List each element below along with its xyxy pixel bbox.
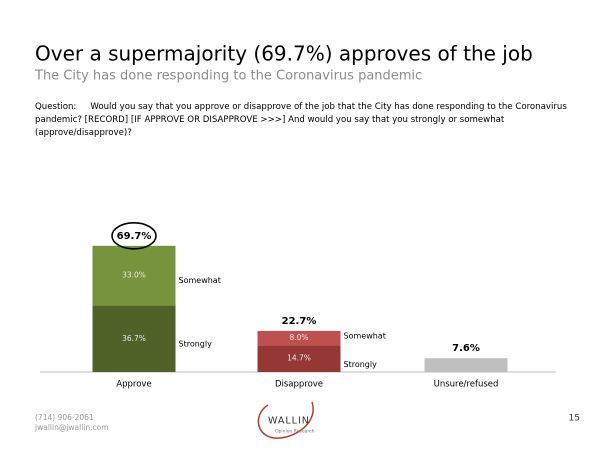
total-label: 7.6% [452,343,480,354]
segment-label: 36.7% [122,334,146,343]
x-tick-label: Unsure/refused [434,380,499,390]
bar-segment [257,345,341,372]
chart-subtitle: The City has done responding to the Coro… [34,69,422,84]
segment-name: Somewhat [344,332,386,341]
chart-title: Over a supermajority (69.7%) approves of… [35,42,533,66]
segment-name: Strongly [179,339,213,348]
segment-label: 33.0% [122,271,146,280]
logo-swirl [257,401,314,439]
highlight-circle [111,222,157,250]
question-text: Would you say that you approve or disapp… [35,102,567,138]
segment-name: Somewhat [179,276,221,285]
page-number: 15 [569,414,580,424]
total-label: 69.7% [117,231,152,242]
logo: WALLIN [268,416,310,427]
logo-sub: Opinion Research [275,429,315,435]
segment-name: Strongly [344,360,378,369]
question-label: Question: [35,102,77,112]
footer-phone: (714) 906-2061 [35,413,94,422]
footer-email: jwallin@jwallin.com [34,423,109,432]
x-tick-label: Approve [116,380,151,390]
total-label: 22.7% [282,316,317,327]
segment-label: 14.7% [287,354,311,363]
bar [424,358,508,372]
bar-segment [92,245,176,306]
x-tick-label: Disapprove [275,380,323,390]
question: Question: Would you say that you approve … [35,101,575,140]
bar-segment [257,330,341,346]
bar-segment [92,305,176,372]
segment-label: 8.0% [289,333,308,342]
